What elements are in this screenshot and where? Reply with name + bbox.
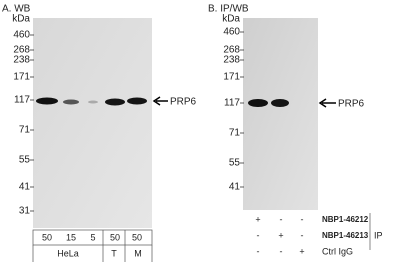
target-label: PRP6 xyxy=(338,99,365,110)
sign: + xyxy=(278,230,283,240)
lane-label: 50 xyxy=(132,232,142,242)
bands xyxy=(248,99,289,107)
marker-label: 71 xyxy=(229,128,241,139)
sign: - xyxy=(280,246,283,256)
blot xyxy=(33,18,152,228)
marker-label: 268 xyxy=(13,45,30,56)
marker-label: 117 xyxy=(14,95,30,106)
marker-label: 41 xyxy=(229,182,241,193)
arrow xyxy=(152,96,168,106)
unit-label: kDa xyxy=(12,14,30,25)
lane-label: 5 xyxy=(90,232,95,242)
arrow xyxy=(318,98,336,108)
lane-box xyxy=(32,229,153,246)
marker-label: 117 xyxy=(224,98,240,109)
dividers xyxy=(32,230,153,262)
target-label: PRP6 xyxy=(170,97,197,108)
lane-label: 50 xyxy=(110,232,120,242)
marker-label: 171 xyxy=(13,72,30,83)
marker-label: 238 xyxy=(223,55,240,66)
marker-label: 460 xyxy=(223,27,240,38)
marker-label: 268 xyxy=(223,45,240,56)
marker-label: 31 xyxy=(19,206,31,217)
marker-label: 71 xyxy=(19,125,31,136)
bands xyxy=(36,97,147,106)
sign: - xyxy=(280,214,283,224)
marker-label: 55 xyxy=(229,158,241,169)
antibody-name: NBP1-46212 xyxy=(322,215,369,224)
sign: - xyxy=(301,230,304,240)
group-label: M xyxy=(134,248,142,258)
lane-label: 15 xyxy=(66,232,76,242)
marker-label: 171 xyxy=(223,72,240,83)
antibody-name: NBP1-46213 xyxy=(322,231,369,240)
antibody-name: Ctrl IgG xyxy=(322,246,353,256)
sign: - xyxy=(257,230,260,240)
sign: - xyxy=(301,214,304,224)
sign: + xyxy=(299,246,304,256)
marker-label: 41 xyxy=(19,182,31,193)
lane-label: 50 xyxy=(42,232,52,242)
group-label: T xyxy=(111,248,117,258)
sign: + xyxy=(255,214,260,224)
group-label: HeLa xyxy=(57,248,79,258)
ip-label: IP xyxy=(374,230,383,240)
panel-title: A. WB xyxy=(2,4,31,15)
sign: - xyxy=(257,246,260,256)
panel-title: B. IP/WB xyxy=(208,4,249,15)
marker-label: 460 xyxy=(13,30,30,41)
blot xyxy=(243,18,318,210)
unit-label: kDa xyxy=(222,14,240,25)
marker-label: 238 xyxy=(13,55,30,66)
marker-label: 55 xyxy=(19,155,31,166)
